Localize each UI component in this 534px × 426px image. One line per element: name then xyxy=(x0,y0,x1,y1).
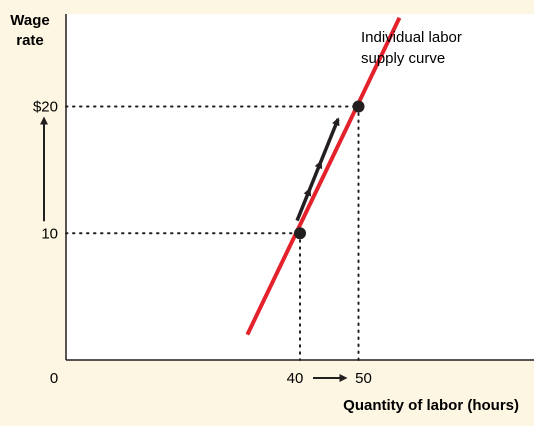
supply-curve-line xyxy=(245,16,402,336)
y-tick-labels: 10 $20 xyxy=(33,99,58,243)
y-tick-label-1: $20 xyxy=(33,99,58,116)
y-axis-label-line2: rate xyxy=(16,32,44,49)
x-tick-labels: 40 50 xyxy=(287,370,372,387)
movement-arrow-mid-head xyxy=(303,160,323,197)
origin-label: 0 xyxy=(50,370,58,387)
x-tick-label-0: 40 xyxy=(287,370,304,387)
highlight-points xyxy=(294,100,365,240)
plot-area xyxy=(66,14,534,360)
x-axis-label: Quantity of labor (hours) xyxy=(343,397,519,414)
supply-curve-label-line1: Individual labor xyxy=(361,29,462,46)
movement-arrow xyxy=(295,117,340,222)
y-axis-label-line1: Wage xyxy=(10,12,49,29)
supply-curve-label-line2: supply curve xyxy=(361,50,445,67)
data-point-0 xyxy=(294,227,306,240)
data-point-1 xyxy=(352,100,365,113)
y-tick-label-0: 10 xyxy=(41,225,58,242)
reference-lines xyxy=(65,105,360,361)
x-tick-label-1: 50 xyxy=(355,370,372,387)
